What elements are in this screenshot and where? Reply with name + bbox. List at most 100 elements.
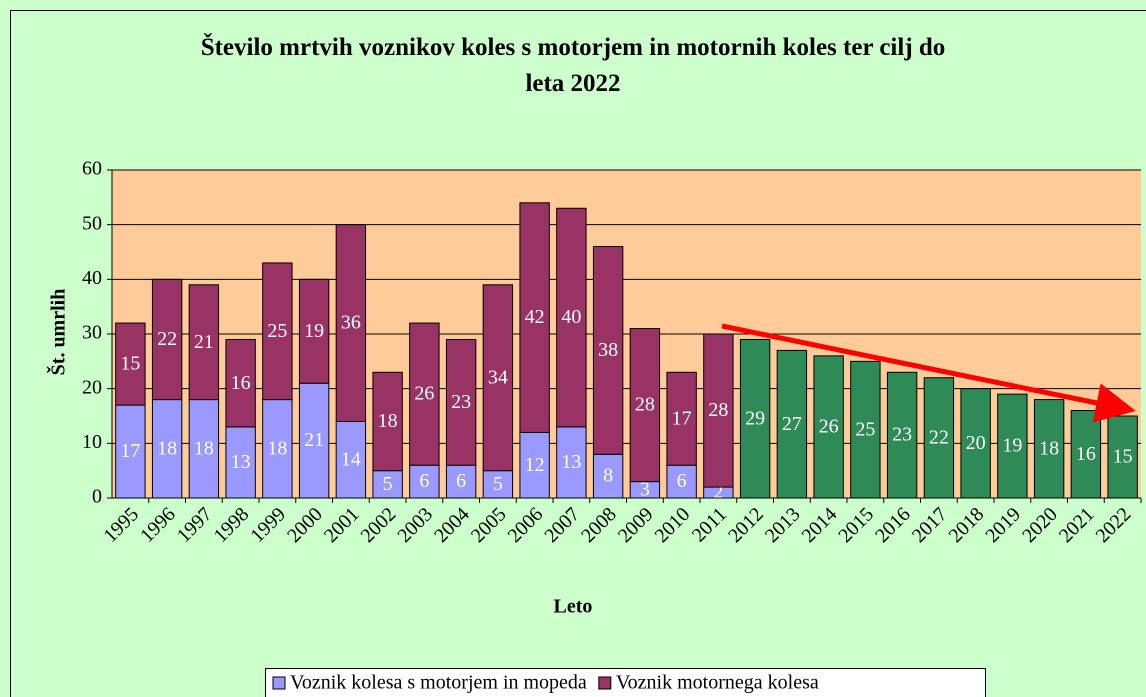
data-label: 25 xyxy=(855,418,875,440)
data-label: 26 xyxy=(414,383,434,405)
data-label: 23 xyxy=(892,424,912,446)
data-label: 42 xyxy=(525,306,545,328)
bar-segment xyxy=(151,278,183,401)
x-tick-label: 2010 xyxy=(651,503,695,547)
x-tick-label: 1997 xyxy=(173,503,217,547)
data-label: 26 xyxy=(819,416,839,438)
bar-segment xyxy=(225,338,256,428)
x-tick-label: 2014 xyxy=(798,503,842,547)
bar-segment xyxy=(666,464,697,499)
x-tick-label: 1998 xyxy=(210,503,254,547)
bar-segment xyxy=(115,322,146,406)
x-tick-label: 2000 xyxy=(283,503,327,547)
data-label: 28 xyxy=(708,399,728,421)
bar-segment xyxy=(813,355,844,499)
x-tick-label: 2018 xyxy=(945,503,989,547)
data-label: 14 xyxy=(341,448,361,470)
legend-swatch xyxy=(598,676,612,690)
y-tick-label: 60 xyxy=(82,158,102,180)
data-label: 12 xyxy=(525,454,545,476)
x-tick-label: 1996 xyxy=(136,503,180,547)
data-label: 17 xyxy=(120,440,140,462)
data-label: 5 xyxy=(493,473,503,495)
x-tick-label: 2016 xyxy=(871,503,915,547)
bar-segment xyxy=(335,224,367,422)
data-label: 15 xyxy=(1113,446,1133,468)
data-label: 18 xyxy=(378,410,398,432)
y-tick-label: 40 xyxy=(82,267,102,289)
x-tick-label: 2017 xyxy=(908,503,952,547)
data-label: 19 xyxy=(304,320,324,342)
data-label: 5 xyxy=(383,473,393,495)
x-tick-label: 2012 xyxy=(724,503,768,547)
y-tick-label: 50 xyxy=(82,212,102,234)
data-label: 21 xyxy=(194,331,214,353)
bar-segment xyxy=(519,202,550,433)
bar-segment xyxy=(556,207,587,428)
bar-segment xyxy=(409,322,440,466)
x-tick-label: 2008 xyxy=(577,503,621,547)
legend-label: Voznik kolesa s motorjem in mopeda xyxy=(290,672,587,694)
bar-segment xyxy=(225,426,256,499)
trend-arrow xyxy=(721,323,1136,423)
data-label: 22 xyxy=(929,426,949,448)
bar-segment xyxy=(372,371,403,472)
x-tick-label: 2015 xyxy=(834,503,878,547)
bar-segment xyxy=(298,278,330,384)
bar-segment xyxy=(886,371,918,499)
x-tick-label: 2005 xyxy=(467,503,511,547)
data-label: 34 xyxy=(488,366,508,388)
bar-segment xyxy=(445,338,477,466)
data-label: 16 xyxy=(1076,443,1096,465)
bar-segment xyxy=(960,388,991,499)
data-label: 6 xyxy=(677,470,687,492)
data-label: 29 xyxy=(745,407,765,429)
data-label: 17 xyxy=(672,407,692,429)
bar-segment xyxy=(262,262,293,401)
bar-segment xyxy=(482,470,514,499)
data-label: 36 xyxy=(341,312,361,334)
y-tick-label: 30 xyxy=(82,322,102,344)
data-label: 27 xyxy=(782,413,802,435)
data-label: 19 xyxy=(1002,435,1022,457)
bar-segment xyxy=(923,377,955,499)
bar-segment xyxy=(556,426,587,499)
data-label: 13 xyxy=(561,451,581,473)
frame xyxy=(10,10,1146,697)
bar-segment xyxy=(592,246,624,455)
bar-segment xyxy=(262,399,293,499)
data-label: 18 xyxy=(157,437,177,459)
data-label: 15 xyxy=(120,353,140,375)
data-label: 6 xyxy=(419,470,429,492)
x-axis-title: Leto xyxy=(554,596,593,618)
x-tick-label: 2001 xyxy=(320,503,364,547)
data-label: 20 xyxy=(966,432,986,454)
data-label: 22 xyxy=(157,328,177,350)
data-label: 28 xyxy=(635,394,655,416)
data-label: 2 xyxy=(713,481,723,503)
data-label: 18 xyxy=(267,437,287,459)
bar-segment xyxy=(115,404,146,499)
bar-segment xyxy=(592,453,624,499)
data-label: 40 xyxy=(561,306,581,328)
x-tick-label: 2011 xyxy=(688,503,731,546)
x-tick-label: 2003 xyxy=(393,503,437,547)
legend-swatch xyxy=(272,676,286,690)
y-tick-label: 20 xyxy=(82,376,102,398)
x-tick-label: 2004 xyxy=(430,503,474,547)
bar-segment xyxy=(188,284,220,401)
bar-segment xyxy=(335,420,367,499)
x-tick-label: 2002 xyxy=(357,503,401,547)
bar-segment xyxy=(666,371,697,466)
x-tick-label: 2020 xyxy=(1018,503,1062,547)
data-label: 3 xyxy=(640,478,650,500)
y-axis-title: Št. umrlih xyxy=(46,289,70,376)
data-label: 13 xyxy=(231,451,251,473)
x-tick-label: 2013 xyxy=(761,503,805,547)
legend xyxy=(265,668,986,697)
bar-segment xyxy=(850,360,881,499)
bar-segment xyxy=(372,470,403,499)
data-label: 6 xyxy=(456,470,466,492)
